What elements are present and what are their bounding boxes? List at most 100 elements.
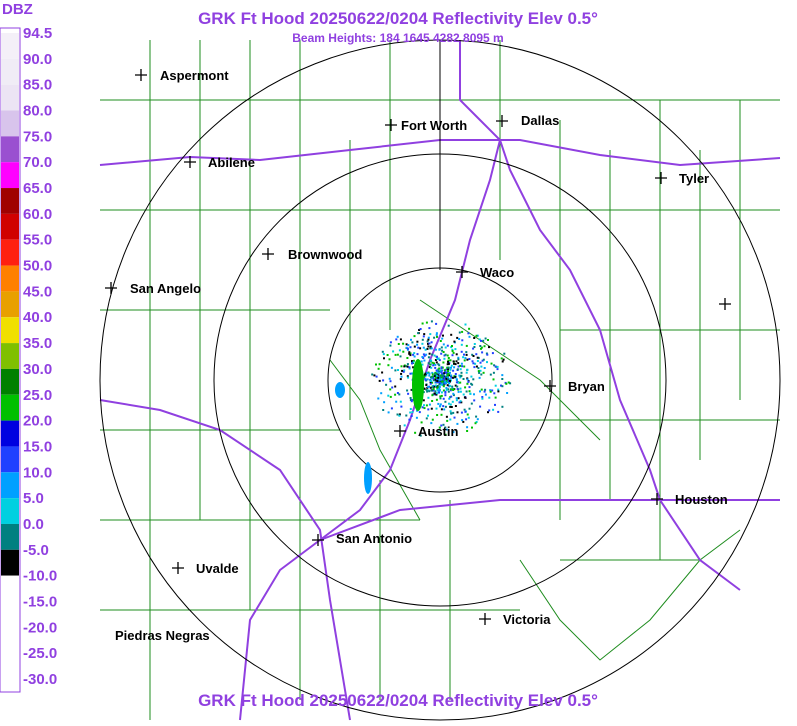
- echo-pixel: [492, 371, 495, 374]
- echo-pixel: [422, 346, 425, 349]
- echo-pixel: [470, 402, 473, 405]
- echo-pixel: [389, 380, 392, 383]
- echo-pixel: [455, 360, 458, 363]
- echo-pixel: [446, 374, 449, 377]
- echo-pixel: [436, 380, 439, 382]
- legend-label: 60.0: [23, 206, 52, 223]
- echo-pixel: [426, 390, 429, 393]
- echo-pixel: [432, 377, 435, 380]
- echo-pixel: [403, 424, 406, 427]
- echo-pixel: [446, 344, 449, 347]
- legend-label: -15.0: [23, 593, 57, 610]
- echo-pixel: [465, 351, 468, 354]
- echo-pixel: [402, 350, 405, 353]
- city-markers: Aspermont Abilene Fort Worth Dallas Tyler Bro…: [105, 68, 731, 643]
- city-label: Brownwood: [288, 247, 362, 262]
- echo-pixel: [480, 339, 482, 342]
- echo-pixel: [421, 342, 424, 345]
- echo-pixel: [473, 337, 476, 339]
- echo-pixel: [445, 368, 448, 371]
- echo-pixel: [471, 383, 474, 386]
- echo-pixel: [447, 363, 450, 365]
- echo-pixel: [468, 386, 471, 389]
- echo-pixel: [451, 385, 454, 388]
- echo-pixel: [446, 371, 449, 374]
- echo-pixel: [440, 383, 443, 386]
- legend-label: 85.0: [23, 77, 52, 94]
- echo-pixel: [431, 375, 433, 378]
- echo-pixel: [467, 332, 470, 335]
- echo-pixel: [491, 352, 494, 355]
- echo-pixel: [492, 408, 495, 411]
- echo-pixel: [411, 398, 414, 401]
- echo-pixel: [398, 393, 401, 396]
- city-label: Piedras Negras: [115, 628, 210, 643]
- echo-pixel: [439, 403, 442, 406]
- echo-pixel: [419, 328, 422, 330]
- echo-pixel: [438, 359, 441, 362]
- echo-pixel: [400, 405, 403, 408]
- echo-pixel: [444, 380, 447, 383]
- echo-pixel: [472, 378, 475, 381]
- echo-pixel: [437, 381, 440, 384]
- echo-pixel: [461, 419, 464, 422]
- echo-pixel: [437, 363, 440, 366]
- echo-pixel: [431, 400, 434, 402]
- color-swatch: [1, 420, 19, 447]
- echo-pixel: [450, 366, 452, 369]
- echo-pixel: [448, 397, 451, 400]
- echo-cell: [335, 382, 345, 398]
- echo-pixel: [455, 381, 458, 384]
- echo-pixel: [464, 357, 467, 360]
- echo-pixel: [389, 344, 392, 347]
- echo-pixel: [454, 405, 457, 407]
- echo-pixel: [438, 387, 441, 390]
- echo-pixel: [425, 417, 428, 420]
- echo-pixel: [378, 379, 381, 382]
- echo-pixel: [447, 360, 449, 363]
- echo-pixel: [467, 380, 470, 383]
- echo-pixel: [476, 356, 479, 359]
- echo-pixel: [444, 394, 447, 397]
- echo-pixel: [445, 375, 447, 378]
- echo-pixel: [440, 370, 443, 373]
- echo-pixel: [450, 395, 453, 398]
- color-swatch: [1, 472, 19, 499]
- echo-pixel: [432, 364, 435, 367]
- echo-pixel: [438, 389, 441, 392]
- legend-label: 94.5: [23, 25, 52, 42]
- echo-pixel: [473, 346, 476, 348]
- echo-pixel: [434, 378, 437, 381]
- echo-pixel: [418, 411, 421, 414]
- color-swatch: [1, 239, 19, 266]
- echo-pixel: [455, 397, 458, 400]
- echo-pixel: [425, 372, 428, 375]
- echo-pixel: [430, 366, 433, 369]
- echo-pixel: [474, 422, 477, 425]
- echo-pixel: [436, 358, 439, 360]
- echo-pixel: [409, 397, 412, 399]
- echo-pixel: [447, 380, 450, 382]
- echo-pixel: [493, 392, 496, 395]
- echo-pixel: [435, 407, 438, 410]
- city-marker: [172, 562, 184, 574]
- echo-pixel: [429, 347, 432, 350]
- city-label: San Angelo: [130, 281, 201, 296]
- echo-pixel: [447, 366, 450, 369]
- echo-pixel: [438, 386, 441, 388]
- echo-pixel: [456, 422, 459, 425]
- echo-pixel: [429, 382, 432, 385]
- echo-pixel: [427, 342, 429, 345]
- echo-pixel: [486, 353, 489, 356]
- echo-pixel: [459, 364, 462, 367]
- echo-pixel: [409, 354, 412, 357]
- echo-pixel: [496, 368, 499, 371]
- echo-pixel: [430, 377, 433, 380]
- echo-pixel: [479, 405, 482, 408]
- echo-pixel: [428, 352, 431, 355]
- echo-pixel: [437, 430, 440, 433]
- echo-pixel: [441, 372, 444, 375]
- echo-pixel: [434, 381, 437, 384]
- echo-pixel: [416, 340, 419, 343]
